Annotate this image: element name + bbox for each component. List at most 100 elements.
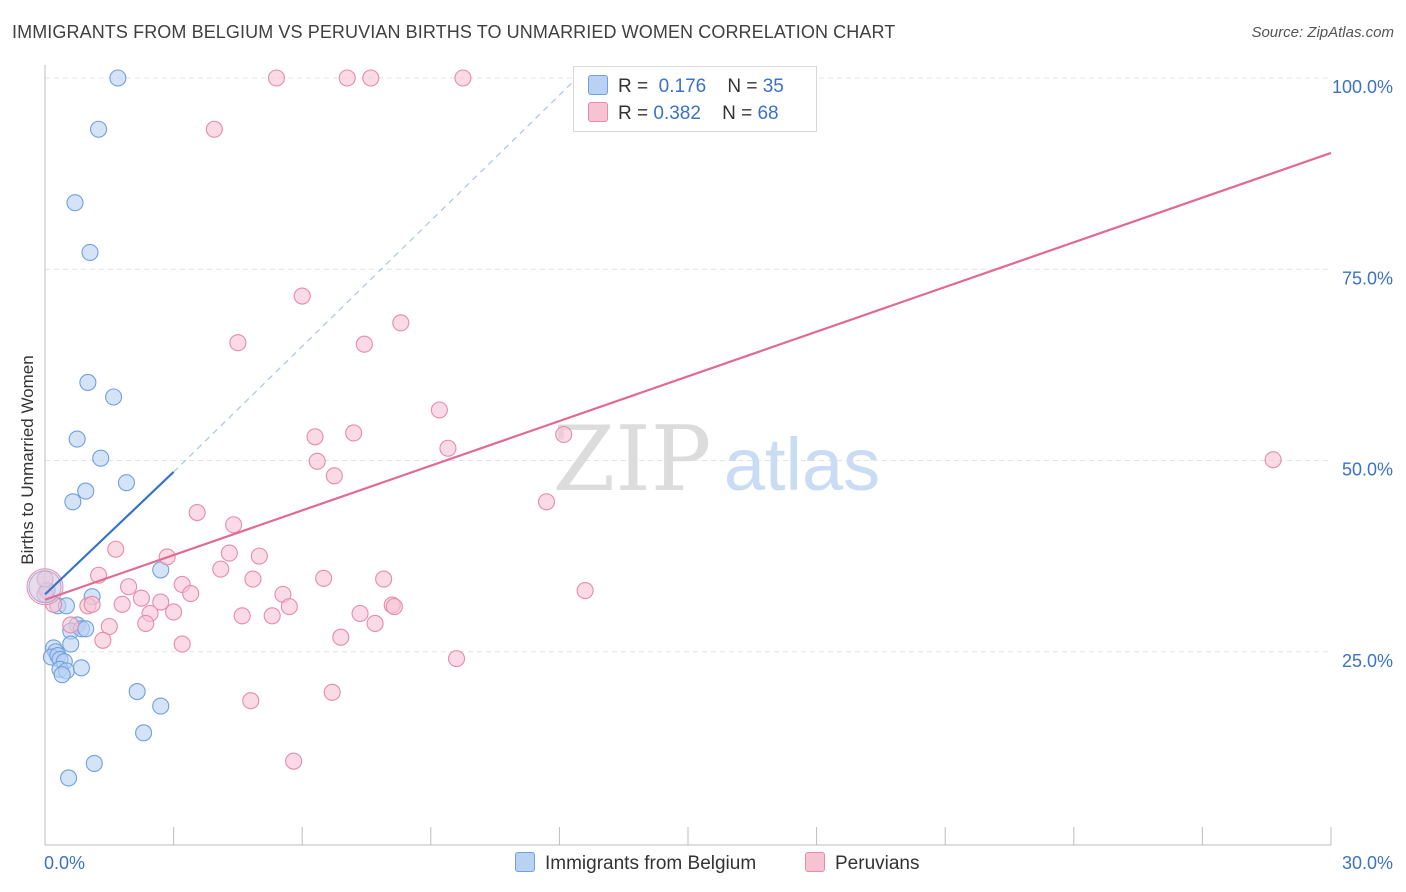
belgium-point: [72, 659, 90, 677]
legend-r-label: R =: [618, 103, 649, 124]
peruvian-point: [385, 598, 403, 616]
peruvian-point: [152, 593, 170, 611]
legend-r-label: R =: [618, 76, 649, 97]
series-legend-peruvians[interactable]: Peruvians: [805, 852, 920, 875]
belgium-trend-extension: [173, 73, 582, 473]
belgium-point: [77, 620, 95, 638]
peruvian-point: [332, 628, 350, 646]
belgium-point: [92, 449, 110, 467]
peruvian-point: [233, 607, 251, 625]
legend-row-belgium: R = 0.176 N = 35: [588, 75, 784, 99]
peruvian-point: [182, 585, 200, 603]
peruvian-point: [242, 692, 260, 710]
peruvian-point: [113, 595, 131, 613]
peruvian-point: [100, 617, 118, 636]
x-tick-label-max: 30.0%: [1342, 853, 1393, 873]
legend-n-value-peruvians: 68: [757, 103, 779, 124]
y-tick-label: 25.0%: [1342, 651, 1393, 671]
legend-row-peruvians: R = 0.382 N = 68: [588, 102, 779, 126]
peruvian-point: [366, 614, 384, 632]
y-tick-label: 50.0%: [1342, 460, 1393, 480]
series-legend-peruvians-label: Peruvians: [835, 853, 920, 874]
watermark-atlas: atlas: [724, 423, 880, 506]
chart-source: Source: ZipAtlas.com: [1251, 24, 1394, 41]
peruvian-point: [362, 69, 380, 87]
belgium-point: [60, 769, 78, 787]
belgium-legend-icon: [515, 852, 535, 872]
series-legend-belgium[interactable]: Immigrants from Belgium: [515, 852, 756, 875]
peruvian-point: [308, 452, 326, 470]
belgium-cluster-point: [28, 570, 62, 604]
peruvian-point: [375, 570, 393, 588]
belgium-point: [64, 493, 82, 511]
peruvian-point: [555, 425, 573, 444]
peruvian-point: [205, 120, 223, 138]
peruvian-point: [137, 614, 155, 632]
peruvian-point: [165, 603, 183, 621]
peruvian-point: [225, 516, 243, 534]
peruvian-point: [62, 616, 80, 634]
peruvian-trend-line: [44, 151, 1332, 601]
x-tick-label-min: 0.0%: [44, 853, 85, 873]
chart-title: IMMIGRANTS FROM BELGIUM VS PERUVIAN BIRT…: [12, 22, 896, 42]
peruvian-point: [338, 69, 356, 87]
peruvian-point: [1264, 451, 1282, 469]
peruvian-point: [439, 439, 457, 457]
peruvian-point: [188, 503, 206, 522]
peruvians-swatch-icon: [588, 102, 608, 122]
peruvian-point: [220, 544, 238, 562]
belgium-point: [68, 430, 86, 448]
peruvian-point: [315, 569, 333, 587]
peruvian-point: [306, 428, 324, 446]
belgium-point: [135, 724, 153, 742]
belgium-point: [66, 194, 84, 212]
peruvian-point: [120, 578, 138, 596]
y-tick-label: 75.0%: [1342, 268, 1393, 288]
belgium-point: [90, 120, 108, 138]
peruvian-point: [83, 595, 101, 613]
peruvian-point: [392, 314, 410, 332]
belgium-point: [81, 243, 99, 261]
legend-r-value-peruvians: 0.382: [653, 103, 701, 124]
peruvian-point: [280, 598, 298, 616]
peruvian-point: [229, 334, 247, 352]
legend-r-value-belgium: 0.176: [658, 76, 707, 97]
peruvian-point: [345, 424, 363, 442]
peruvian-point: [351, 604, 369, 623]
belgium-swatch-icon: [588, 75, 608, 95]
peruvian-point: [173, 635, 191, 653]
peruvian-point: [132, 589, 150, 607]
peruvian-point: [244, 570, 262, 588]
peruvian-point: [576, 581, 594, 600]
belgium-point: [85, 754, 103, 772]
legend-n-value-belgium: 35: [762, 76, 784, 97]
legend-n-label: N =: [722, 103, 753, 124]
peruvian-point: [454, 69, 472, 87]
correlation-legend: R = 0.176 N = 35 R = 0.382 N = 68: [573, 66, 817, 132]
series-legend: Immigrants from Belgium Peruvians: [0, 852, 1406, 878]
peruvian-point: [267, 69, 286, 87]
belgium-point: [109, 69, 127, 87]
watermark-zip: ZIP: [553, 407, 712, 512]
belgium-point: [152, 697, 170, 715]
peruvian-point: [107, 540, 125, 558]
peruvian-point: [430, 401, 448, 419]
y-tick-label: 100.0%: [1332, 77, 1393, 97]
peruvians-legend-icon: [805, 852, 825, 872]
belgium-trend-line: [44, 471, 175, 596]
legend-n-label: N =: [727, 76, 758, 97]
peruvian-point: [325, 467, 343, 485]
series-legend-belgium-label: Immigrants from Belgium: [545, 853, 757, 874]
peruvian-point: [537, 493, 556, 511]
belgium-point: [117, 474, 135, 492]
belgium-point: [79, 373, 97, 392]
belgium-point: [62, 635, 80, 653]
peruvian-point: [293, 287, 311, 305]
belgium-point: [53, 666, 71, 684]
peruvian-point: [355, 335, 373, 353]
peruvian-point: [447, 650, 466, 668]
peruvian-point: [212, 560, 230, 578]
peruvian-point: [323, 683, 341, 701]
peruvian-point: [263, 607, 281, 625]
